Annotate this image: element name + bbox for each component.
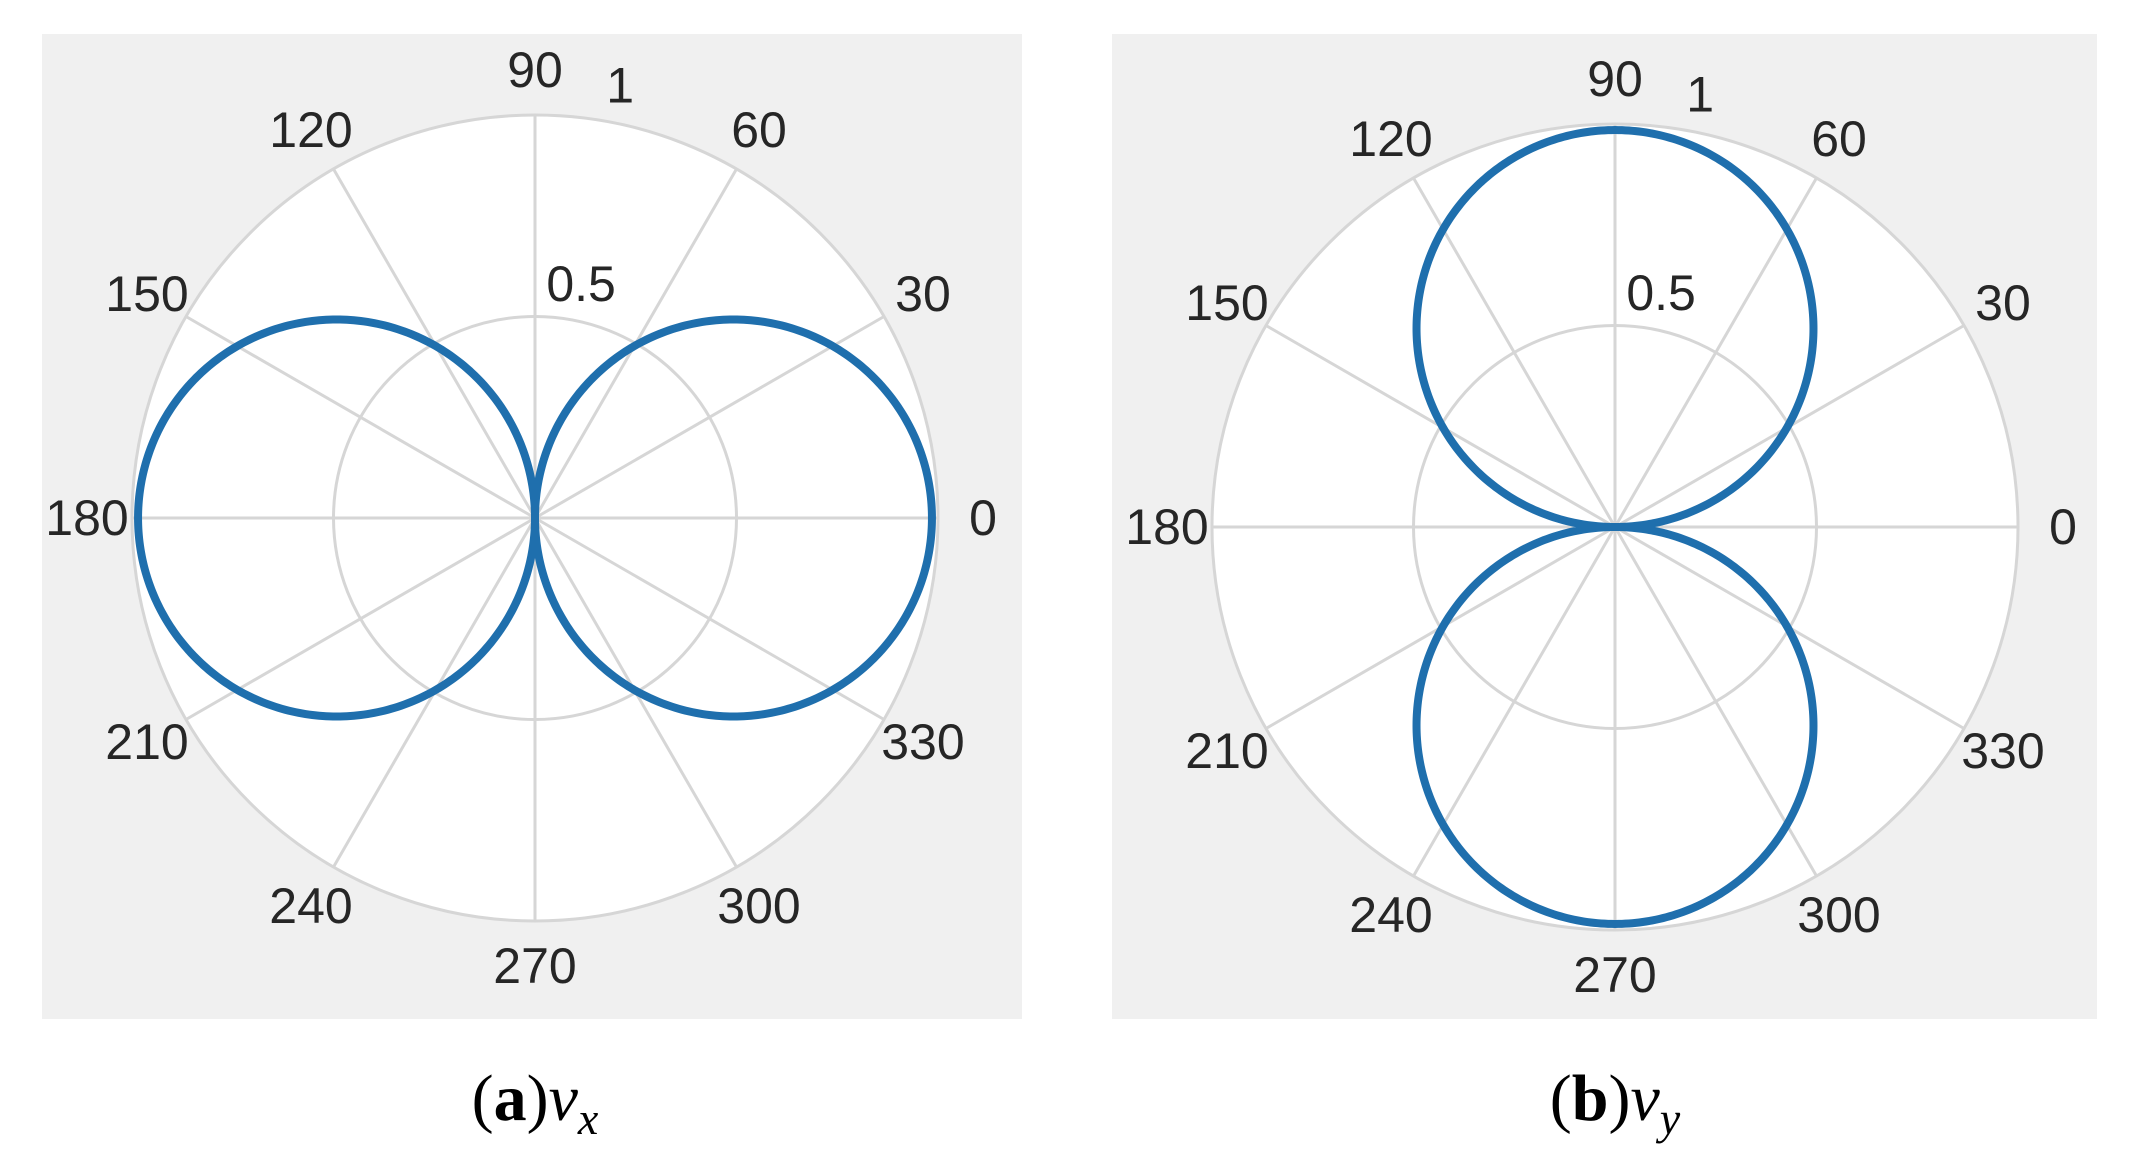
theta-tick-270: 270 [1573, 947, 1656, 1003]
panel-a-grid [130, 113, 940, 923]
r-tick-0.5: 0.5 [1626, 265, 1696, 321]
theta-tick-300: 300 [717, 878, 800, 934]
theta-tick-150: 150 [1185, 275, 1268, 331]
grid-spoke-60 [1613, 177, 1818, 528]
r-tick-0.5: 0.5 [546, 256, 616, 312]
panel-a-caption-sub: x [577, 1093, 599, 1144]
grid-spoke-30 [534, 315, 885, 520]
panel-a-caption-letter: a [494, 1062, 527, 1135]
theta-tick-0: 0 [2049, 499, 2077, 555]
theta-tick-60: 60 [731, 102, 787, 158]
theta-tick-240: 240 [1349, 887, 1432, 943]
theta-tick-180: 180 [1125, 499, 1208, 555]
r-tick-1: 1 [1686, 67, 1714, 123]
theta-tick-210: 210 [1185, 723, 1268, 779]
grid-spoke-330 [534, 516, 885, 721]
panel-a-r-tick-labels: 0.51 [546, 58, 634, 312]
panel-b-caption: (b)vy [1550, 1062, 1681, 1144]
theta-tick-30: 30 [1975, 275, 2031, 331]
panel-a-caption-var: v [549, 1062, 579, 1135]
theta-tick-30: 30 [895, 266, 951, 322]
panel-b-caption-letter: b [1572, 1062, 1609, 1135]
grid-spoke-240 [1412, 526, 1617, 877]
theta-tick-240: 240 [269, 878, 352, 934]
theta-tick-90: 90 [507, 42, 563, 98]
theta-tick-150: 150 [105, 266, 188, 322]
theta-tick-270: 270 [493, 938, 576, 994]
theta-tick-330: 330 [1961, 723, 2044, 779]
panel-a-theta-tick-labels: 0 30 60 90 120 150 180 210 240 270 300 330 [45, 42, 997, 994]
panel-b-caption-sub: y [1656, 1093, 1681, 1144]
theta-tick-210: 210 [105, 714, 188, 770]
theta-tick-120: 120 [1349, 111, 1432, 167]
panel-a-series-line [134, 315, 936, 721]
theta-tick-0: 0 [969, 490, 997, 546]
panel-b-r-tick-labels: 0.51 [1626, 67, 1714, 321]
theta-tick-180: 180 [45, 490, 128, 546]
theta-tick-330: 330 [881, 714, 964, 770]
panel-b-caption-var: v [1630, 1062, 1660, 1135]
grid-spoke-150 [185, 315, 536, 520]
theta-tick-60: 60 [1811, 111, 1867, 167]
panel-b-series-line [1412, 126, 1818, 928]
grid-spoke-210 [185, 516, 536, 721]
panel-b-theta-tick-labels: 0 30 60 90 120 150 180 210 240 270 300 330 [1125, 51, 2077, 1003]
theta-tick-90: 90 [1587, 51, 1643, 107]
panel-a-caption: (a)vx [472, 1062, 599, 1144]
theta-tick-300: 300 [1797, 887, 1880, 943]
theta-tick-120: 120 [269, 102, 352, 158]
grid-spoke-120 [1412, 177, 1617, 528]
grid-spoke-300 [1613, 526, 1818, 877]
r-tick-1: 1 [606, 58, 634, 114]
